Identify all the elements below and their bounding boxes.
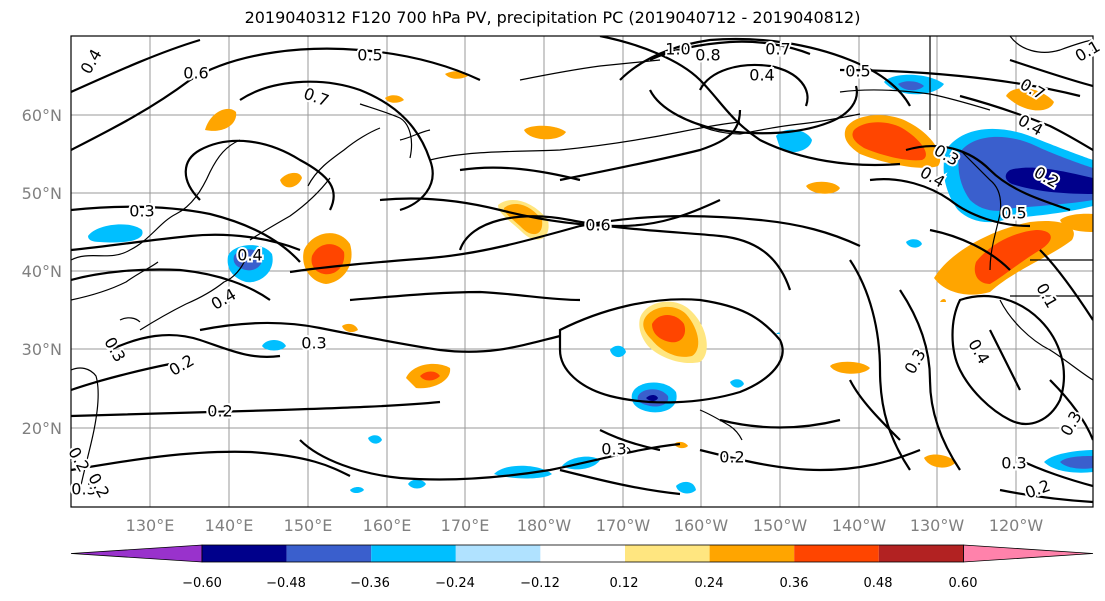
- lon-label: 170°E: [441, 516, 490, 535]
- contour-label: 1.0: [665, 40, 690, 59]
- positive-anomaly-patches: [205, 71, 1093, 468]
- colorbar-tick-label: −0.48: [266, 576, 306, 591]
- contour-label: 0.2: [207, 402, 232, 421]
- lon-label: 140°E: [205, 516, 254, 535]
- colorbar-tick-label: 0.36: [780, 576, 809, 591]
- lon-label: 140°W: [832, 516, 887, 535]
- lon-label: 160°W: [674, 516, 729, 535]
- lon-label: 180°W: [517, 516, 572, 535]
- colorbar: −0.60 −0.48 −0.36 −0.24 −0.12 0.12 0.24 …: [70, 544, 1094, 591]
- lat-label: 30°N: [22, 340, 62, 359]
- colorbar-tick-label: 0.60: [949, 576, 978, 591]
- contour-label: 0.3: [1001, 454, 1026, 473]
- contour-label: 0.5: [845, 62, 870, 81]
- colorbar-tick-label: −0.24: [435, 576, 475, 591]
- gridlines: [71, 36, 1093, 507]
- pv-contours: [71, 36, 1093, 504]
- colorbar-extend-max: [963, 544, 1094, 563]
- colorbar-swatch: [286, 545, 372, 562]
- contour-label: 0.3: [129, 202, 154, 221]
- contour-label: 0.4: [237, 246, 262, 265]
- lat-label: 50°N: [22, 184, 62, 203]
- colorbar-tick-label: −0.36: [350, 576, 390, 591]
- colorbar-tick-label: −0.60: [182, 576, 222, 591]
- contour-label: 0.6: [183, 64, 208, 83]
- contour-label: 0.8: [695, 46, 720, 65]
- contour-label: 0.7: [765, 40, 790, 59]
- colorbar-swatch: [455, 545, 541, 562]
- contour-label: 0.3: [301, 334, 326, 353]
- lon-label: 170°W: [596, 516, 651, 535]
- lon-label: 130°W: [910, 516, 965, 535]
- lat-label: 20°N: [22, 419, 62, 438]
- contour-label: 0.5: [357, 46, 382, 65]
- colorbar-swatch: [202, 545, 287, 562]
- colorbar-swatch: [794, 545, 879, 562]
- lat-labels: 60°N 50°N 40°N 30°N 20°N: [22, 106, 62, 438]
- negative-anomaly-patches: [88, 74, 1093, 494]
- contour-label: 0.5: [1001, 204, 1026, 223]
- colorbar-swatch: [625, 545, 710, 562]
- colorbar-tick-label: 0.48: [864, 576, 893, 591]
- lon-label: 120°W: [989, 516, 1044, 535]
- colorbar-tick-label: 0.12: [610, 576, 639, 591]
- contour-label: 0.3: [601, 440, 626, 459]
- colorbar-tick-label: 0.24: [695, 576, 724, 591]
- lat-label: 60°N: [22, 106, 62, 125]
- precip-anomaly-fills: [88, 71, 1093, 494]
- lon-label: 160°E: [363, 516, 412, 535]
- colorbar-swatch: [709, 545, 795, 562]
- colorbar-outline: [201, 544, 964, 563]
- colorbar-swatch: [878, 545, 964, 562]
- coastlines: [71, 36, 1093, 491]
- map-title: 2019040312 F120 700 hPa PV, precipitatio…: [244, 8, 861, 27]
- colorbar-tick-labels: −0.60 −0.48 −0.36 −0.24 −0.12 0.12 0.24 …: [182, 576, 977, 591]
- colorbar-swatch: [371, 545, 456, 562]
- lon-labels: 130°E 140°E 150°E 160°E 170°E 180°W 170°…: [126, 516, 1044, 535]
- contour-label: 0.2: [719, 448, 744, 467]
- lon-label: 150°W: [753, 516, 808, 535]
- contour-label: 0.6: [585, 216, 610, 235]
- colorbar-swatches: [70, 544, 1094, 563]
- contour-label: 0.4: [749, 66, 774, 85]
- colorbar-extend-min: [70, 544, 203, 563]
- colorbar-swatch: [540, 545, 625, 562]
- lat-label: 40°N: [22, 262, 62, 281]
- map-frame: [70, 35, 1094, 508]
- colorbar-tick-label: −0.12: [520, 576, 560, 591]
- lon-label: 150°E: [284, 516, 333, 535]
- contour-label: 0.3: [71, 480, 96, 499]
- lon-label: 130°E: [126, 516, 175, 535]
